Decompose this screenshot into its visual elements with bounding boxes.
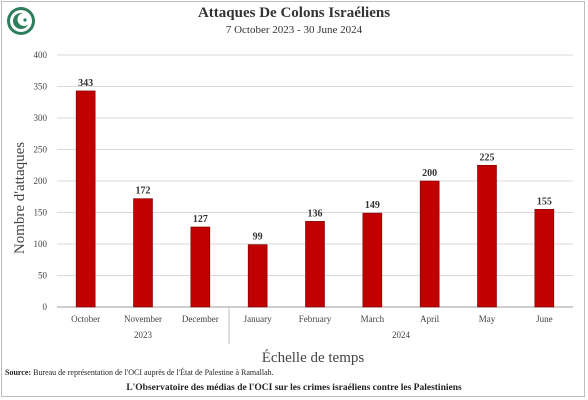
x-tick-label: April bbox=[420, 314, 439, 324]
x-tick-label: February bbox=[299, 314, 332, 324]
data-label: 225 bbox=[480, 152, 495, 163]
y-tick-label: 200 bbox=[34, 176, 48, 186]
y-tick-label: 50 bbox=[38, 271, 48, 281]
y-tick-label: 100 bbox=[34, 239, 48, 249]
bar-december bbox=[190, 226, 211, 308]
data-label: 136 bbox=[308, 208, 323, 219]
group-label: 2023 bbox=[134, 330, 153, 340]
source-text: Bureau de représentation de l'OCI auprès… bbox=[33, 368, 274, 377]
y-tick-label: 150 bbox=[34, 208, 48, 218]
x-tick-label: December bbox=[182, 314, 219, 324]
data-label: 200 bbox=[422, 168, 437, 179]
source-label: Source: bbox=[5, 368, 32, 377]
bar-march bbox=[362, 212, 383, 308]
bar-february bbox=[305, 221, 325, 308]
y-tick-labels: 0 50 100 150 200 250 300 350 400 bbox=[34, 50, 48, 312]
bar-june bbox=[534, 209, 555, 308]
group-label: 2024 bbox=[392, 330, 411, 340]
chart-subtitle: 7 October 2023 - 30 June 2024 bbox=[225, 24, 363, 36]
y-tick-label: 300 bbox=[34, 113, 48, 123]
x-tick-label: May bbox=[479, 314, 496, 324]
y-tick-label: 400 bbox=[34, 50, 48, 60]
x-tick-label: March bbox=[361, 314, 385, 324]
x-tick-label: November bbox=[124, 314, 162, 324]
x-group-labels: 2023 2024 bbox=[134, 307, 411, 344]
chart-title: Attaques De Colons Israéliens bbox=[197, 5, 391, 21]
data-label: 99 bbox=[253, 232, 263, 243]
data-labels: 343 172 127 99 136 149 200 225 155 bbox=[78, 78, 552, 243]
data-label: 155 bbox=[537, 196, 552, 207]
bar-october bbox=[75, 90, 96, 308]
data-label: 172 bbox=[136, 186, 151, 197]
y-tick-label: 350 bbox=[34, 82, 48, 92]
x-tick-labels: October November December January February Ma… bbox=[71, 314, 552, 324]
y-tick-label: 0 bbox=[43, 302, 48, 312]
data-label: 149 bbox=[365, 200, 380, 211]
data-label: 343 bbox=[78, 78, 93, 89]
y-axis-label: Nombre d'attaques bbox=[12, 142, 28, 254]
x-axis-label: Échelle de temps bbox=[262, 349, 365, 366]
bar-november bbox=[133, 198, 153, 308]
data-label: 127 bbox=[193, 214, 208, 225]
y-tick-label: 250 bbox=[34, 145, 48, 155]
bar-january bbox=[247, 244, 268, 308]
bar-may bbox=[477, 164, 497, 308]
bars bbox=[75, 90, 555, 308]
x-tick-label: October bbox=[71, 314, 100, 324]
source-note: Source: Bureau de représentation de l'OC… bbox=[5, 368, 274, 377]
x-tick-label: June bbox=[536, 314, 553, 324]
oic-crescent-logo bbox=[7, 7, 35, 35]
bar-april bbox=[419, 180, 440, 308]
footer-credit: L'Observatoire des médias de l'OCI sur l… bbox=[126, 383, 462, 393]
x-tick-label: January bbox=[244, 314, 272, 324]
